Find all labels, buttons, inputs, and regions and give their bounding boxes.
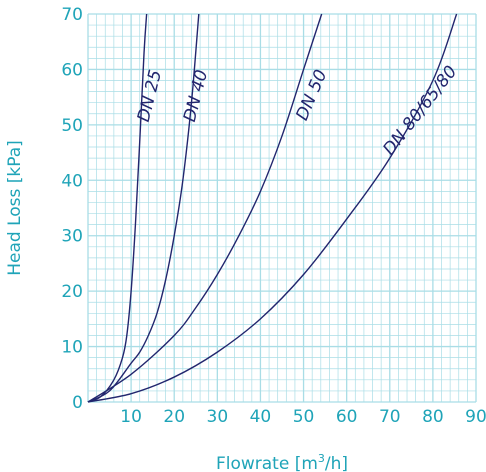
curve-label-dn-40: DN 40 — [180, 68, 212, 124]
y-tick-label: 40 — [61, 171, 83, 191]
x-tick-label: 40 — [250, 407, 272, 427]
y-tick-label: 10 — [61, 338, 83, 358]
y-tick-label: 20 — [61, 282, 83, 302]
x-tick-label: 50 — [293, 407, 315, 427]
curve-dn-25 — [87, 13, 148, 403]
curve-dn-50 — [87, 13, 323, 403]
minor-gridlines — [88, 14, 476, 402]
x-tick-label: 70 — [379, 407, 401, 427]
y-tick-label: 70 — [61, 5, 83, 25]
x-tick-label: 60 — [336, 407, 358, 427]
y-tick-label: 60 — [61, 60, 83, 80]
curve-dn-80-65-80 — [87, 13, 458, 403]
x-axis-title-sup: 3 — [318, 452, 325, 465]
x-tick-label: 90 — [465, 407, 486, 427]
loss-curves — [87, 13, 458, 403]
x-tick-label: 80 — [422, 407, 444, 427]
x-tick-label: 10 — [120, 407, 142, 427]
curve-dn-40 — [87, 13, 200, 403]
x-axis-title-end: /h] — [325, 454, 348, 472]
x-axis-title: Flowrate [m3/h] — [216, 452, 348, 472]
curve-label-dn-25: DN 25 — [134, 68, 166, 124]
y-axis-ticks: 0 10 20 30 40 50 60 70 — [61, 5, 83, 413]
major-gridlines — [87, 13, 477, 403]
x-axis-ticks: 10 20 30 40 50 60 70 80 90 — [120, 407, 486, 427]
y-tick-label: 30 — [61, 227, 83, 247]
x-tick-label: 20 — [163, 407, 185, 427]
y-axis-title: Head Loss [kPa] — [5, 140, 25, 276]
curve-label-dn-50: DN 50 — [292, 67, 331, 123]
x-tick-label: 30 — [207, 407, 229, 427]
x-axis-title-main: Flowrate [m — [216, 454, 318, 472]
y-tick-label: 0 — [72, 393, 83, 413]
y-tick-label: 50 — [61, 116, 83, 136]
curve-label-dn-80-65-80: DN 80/65/80 — [379, 62, 461, 159]
